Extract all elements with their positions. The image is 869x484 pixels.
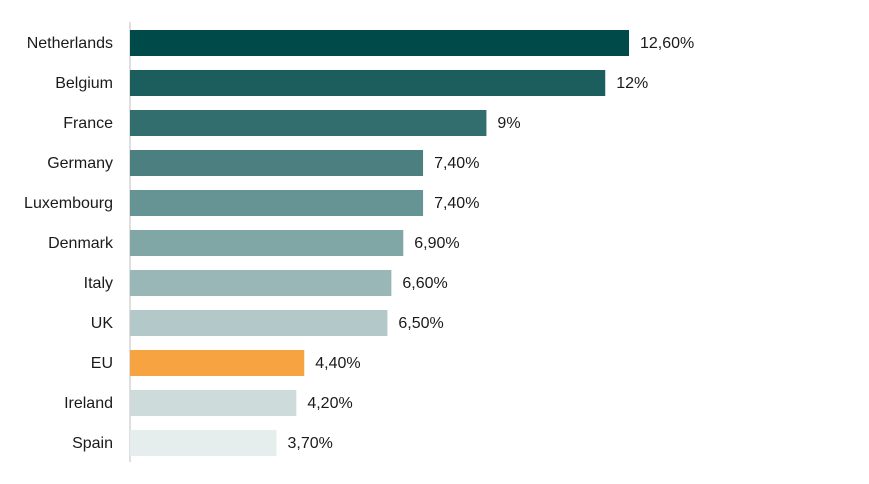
- category-label-netherlands: Netherlands: [27, 35, 113, 52]
- bar-spain: [130, 430, 277, 456]
- bar-italy: [130, 270, 392, 296]
- bar-uk: [130, 310, 388, 336]
- bar-france: [130, 110, 487, 136]
- category-label-spain: Spain: [72, 435, 113, 452]
- category-label-uk: UK: [91, 315, 114, 332]
- value-label-eu: 4,40%: [315, 355, 360, 372]
- category-label-italy: Italy: [84, 275, 113, 292]
- value-label-belgium: 12%: [616, 75, 648, 92]
- value-label-netherlands: 12,60%: [640, 35, 694, 52]
- bar-belgium: [130, 70, 606, 96]
- category-label-eu: EU: [91, 355, 113, 372]
- value-label-ireland: 4,20%: [307, 395, 352, 412]
- bar-luxembourg: [130, 190, 424, 216]
- category-label-luxembourg: Luxembourg: [24, 195, 113, 212]
- value-label-spain: 3,70%: [288, 435, 333, 452]
- category-label-france: France: [63, 115, 113, 132]
- value-label-luxembourg: 7,40%: [434, 195, 479, 212]
- category-label-denmark: Denmark: [48, 235, 114, 252]
- value-label-italy: 6,60%: [402, 275, 447, 292]
- bar-netherlands: [130, 30, 629, 56]
- category-label-ireland: Ireland: [64, 395, 113, 412]
- bars-group: Netherlands 12,60% Belgium 12% France 9% Germa…: [24, 30, 694, 456]
- category-label-germany: Germany: [47, 155, 113, 172]
- value-label-germany: 7,40%: [434, 155, 479, 172]
- bar-germany: [130, 150, 424, 176]
- bar-denmark: [130, 230, 404, 256]
- value-label-france: 9%: [497, 115, 520, 132]
- value-label-uk: 6,50%: [398, 315, 443, 332]
- bar-ireland: [130, 390, 297, 416]
- value-label-denmark: 6,90%: [414, 235, 459, 252]
- category-label-belgium: Belgium: [55, 75, 113, 92]
- bar-eu: [130, 350, 305, 376]
